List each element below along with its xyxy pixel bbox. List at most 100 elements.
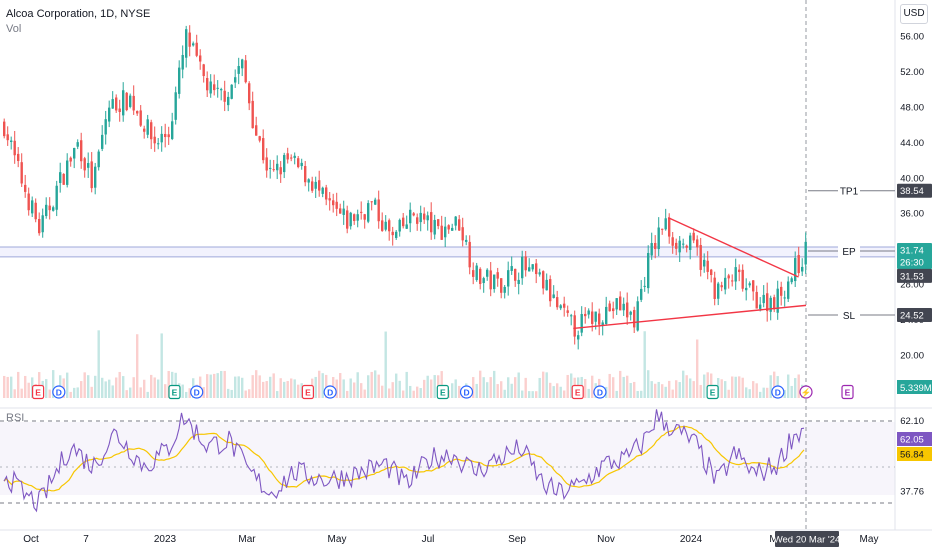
currency-button[interactable]: USD: [900, 4, 928, 24]
volume-bar: [650, 381, 653, 398]
candle-body: [83, 158, 86, 171]
price-tag: 26:30: [900, 257, 924, 268]
volume-bar: [83, 372, 86, 398]
volume-bar: [94, 375, 97, 398]
candle-body: [517, 279, 520, 285]
volume-bar: [482, 377, 485, 398]
volume-bar: [297, 384, 300, 398]
volume-bar: [108, 379, 111, 398]
candle-body: [752, 280, 755, 292]
candle-body: [804, 241, 807, 265]
candle-body: [461, 227, 464, 241]
date-tag-bg: [775, 531, 839, 547]
volume-bar: [262, 381, 265, 398]
volume-bar: [475, 383, 478, 398]
volume-bar: [748, 389, 751, 398]
volume-bar: [612, 377, 615, 398]
candle-body: [111, 99, 114, 109]
candle-body: [87, 163, 90, 168]
candle-body: [388, 220, 391, 232]
candle-body: [780, 286, 783, 296]
volume-bar: [738, 376, 741, 398]
candle-body: [31, 200, 34, 214]
event-marker-label: D: [194, 388, 200, 398]
volume-bar: [451, 383, 454, 398]
rsi-ma-line: [3, 425, 805, 492]
volume-bar: [570, 373, 573, 398]
candle-body: [276, 163, 279, 171]
time-tick-label: 2023: [154, 534, 177, 545]
candle-body: [97, 151, 100, 168]
candle-body: [38, 219, 41, 234]
candle-body: [220, 89, 223, 91]
volume-bar: [783, 389, 786, 398]
price-tick-label: 40.00: [900, 173, 924, 184]
level-tag-bg: [838, 183, 860, 198]
volume-bar: [664, 386, 667, 398]
volume-bar: [640, 390, 643, 398]
candle-body: [538, 272, 541, 275]
candle-body: [101, 134, 104, 149]
candle-body: [297, 158, 300, 168]
candle-body: [377, 199, 380, 222]
candle-body: [510, 266, 513, 271]
candle-body: [552, 294, 555, 298]
volume-bar: [363, 389, 366, 398]
chart-title: Alcoa Corporation, 1D, NYSE: [6, 8, 151, 20]
volume-bar: [129, 387, 132, 398]
volume-bar: [608, 373, 611, 398]
volume-bar: [185, 391, 188, 398]
candle-body: [580, 313, 583, 333]
volume-bar: [6, 376, 9, 398]
volume-bar: [622, 376, 625, 398]
event-marker-label: D: [597, 388, 603, 398]
candle-body: [192, 43, 195, 46]
volume-bar: [258, 375, 261, 398]
candle-body: [619, 296, 622, 311]
candle-body: [104, 119, 107, 135]
volume-bar: [685, 375, 688, 398]
candle-body: [304, 166, 307, 183]
candle-body: [108, 107, 111, 122]
volume-bar: [496, 384, 499, 398]
volume-bar: [223, 370, 226, 398]
candle-body: [584, 313, 587, 317]
ep-zone: [0, 246, 895, 257]
candle-body: [185, 29, 188, 58]
price-tag-bg: [897, 254, 932, 269]
volume-bar: [279, 378, 282, 398]
candle-body: [164, 133, 167, 138]
candle-body: [209, 81, 212, 94]
volume-bar: [45, 379, 48, 398]
candle-body: [598, 313, 601, 325]
event-earnings-beat-icon: [436, 384, 449, 400]
volume-bar: [517, 372, 520, 398]
candle-body: [769, 297, 772, 312]
candle-body: [118, 108, 121, 112]
price-tick-label: 48.00: [900, 102, 924, 113]
volume-bar: [346, 390, 349, 398]
volume-bar: [409, 385, 412, 398]
volume-bar: [370, 371, 373, 398]
event-earnings-miss-icon: [571, 384, 584, 400]
volume-bar: [510, 383, 513, 398]
candle-body: [174, 92, 177, 120]
candle-body: [458, 219, 461, 231]
candle-body: [213, 84, 216, 91]
volume-bar: [619, 370, 622, 398]
volume-bar: [720, 379, 723, 398]
volume-bar: [349, 378, 352, 398]
candle-body: [321, 187, 324, 194]
candle-body: [528, 267, 531, 272]
volume-bar: [416, 386, 419, 398]
candle-body: [342, 208, 345, 215]
volume-bar: [426, 375, 429, 398]
candle-body: [237, 66, 240, 74]
candle-body: [563, 303, 566, 308]
volume-bar: [227, 388, 230, 398]
volume-bar: [111, 385, 114, 398]
volume-bar: [696, 339, 699, 398]
candle-body: [587, 310, 590, 315]
candle-body: [171, 121, 174, 139]
